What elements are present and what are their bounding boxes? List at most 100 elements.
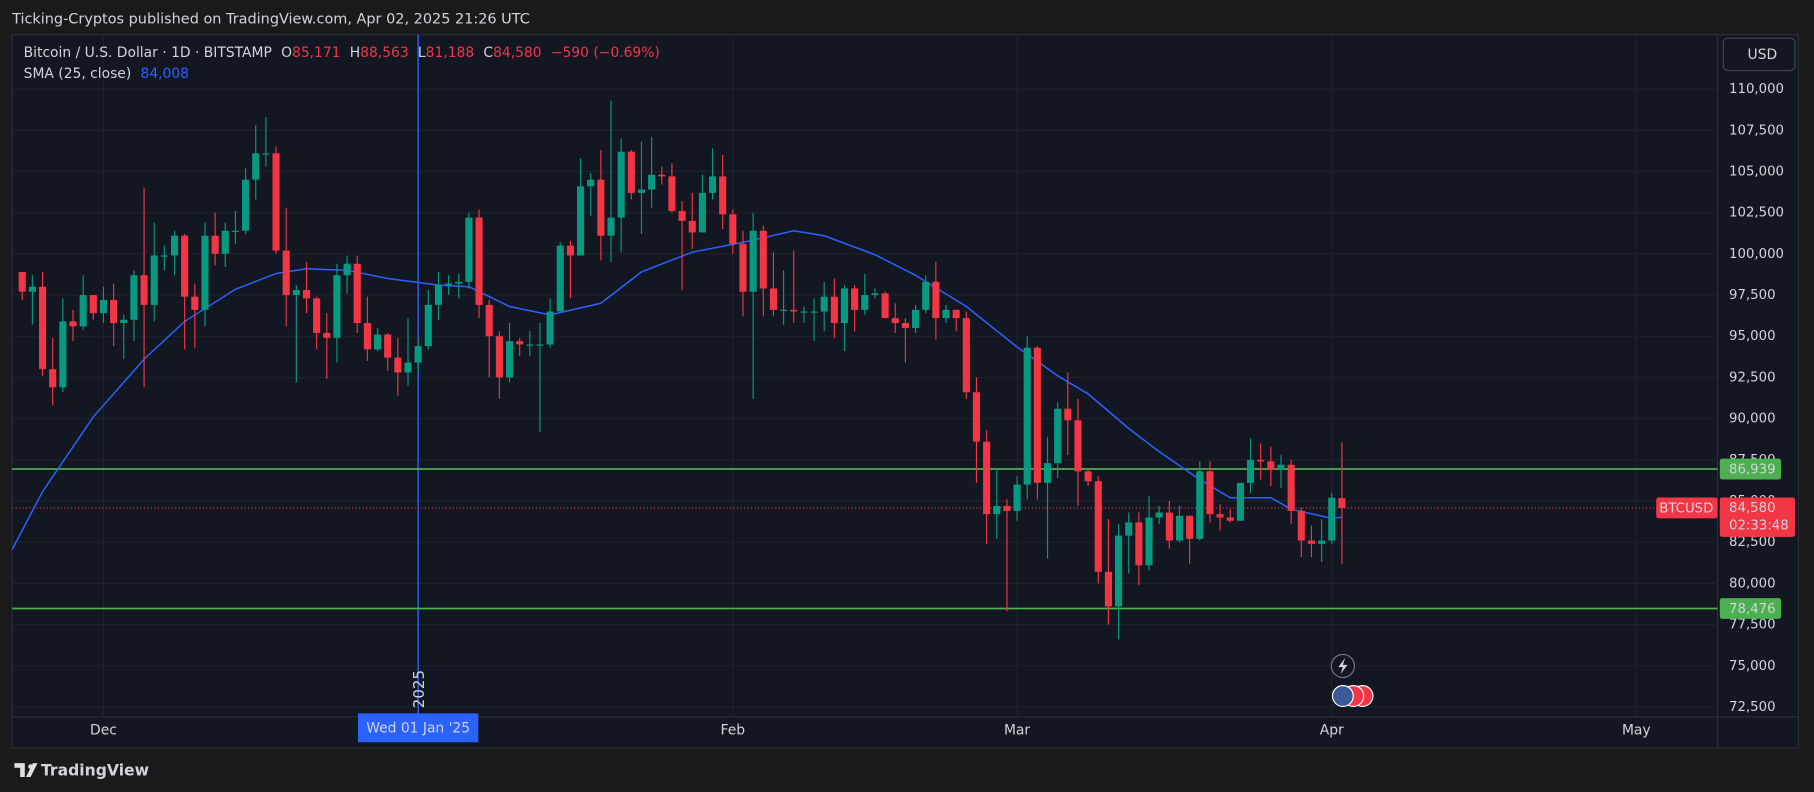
y-tick-label: 80,000 xyxy=(1729,576,1775,591)
legend-key: H xyxy=(350,45,360,61)
candle-body xyxy=(130,275,138,320)
candle-body xyxy=(394,357,402,373)
candle-body xyxy=(49,369,57,388)
candle-body xyxy=(566,245,574,256)
symbol-box xyxy=(1656,497,1718,519)
candle-body xyxy=(830,296,838,324)
legend-key: L xyxy=(418,45,426,61)
candle-body xyxy=(1145,517,1153,566)
candle-body xyxy=(1175,515,1184,541)
candle-body xyxy=(820,296,828,312)
candle-body xyxy=(942,309,950,319)
candle-body xyxy=(242,179,250,231)
candle-body xyxy=(1338,498,1346,508)
candle-body xyxy=(1135,522,1143,566)
candle-body xyxy=(637,189,646,193)
candle-body xyxy=(881,293,889,319)
candle-body xyxy=(1318,540,1326,544)
level-badge-box xyxy=(1719,458,1782,480)
candle-body xyxy=(1287,464,1295,511)
candle-body xyxy=(211,235,219,254)
candle-body xyxy=(1165,512,1173,541)
candle-body xyxy=(1003,505,1011,511)
candle-body xyxy=(861,295,869,310)
legend-value: 85,171 xyxy=(292,45,341,61)
candle-body xyxy=(343,263,351,276)
candle-body xyxy=(1013,484,1021,511)
candle-body xyxy=(424,304,432,347)
candle-body xyxy=(140,275,148,305)
last-price-label: 84,580 xyxy=(1729,501,1775,516)
candle-body xyxy=(708,176,717,193)
candle-body xyxy=(292,290,300,296)
candle-body xyxy=(272,153,280,251)
level-badge: 78,476 xyxy=(1729,602,1775,617)
candle-body xyxy=(485,304,493,337)
legend-key: C xyxy=(483,45,493,61)
symbol-label: BTCUSD xyxy=(1659,501,1713,516)
candle-body xyxy=(759,230,767,289)
candle-body xyxy=(556,245,564,312)
candle-body xyxy=(89,295,97,314)
candle-body xyxy=(546,311,554,345)
candle-body xyxy=(698,192,706,233)
candle-body xyxy=(962,318,970,393)
candle-body xyxy=(110,299,118,324)
header: Ticking-Cryptos published on TradingView… xyxy=(11,12,530,28)
candle-body xyxy=(1125,522,1133,536)
candle-body xyxy=(495,336,503,378)
candle-body xyxy=(729,214,737,244)
candle-body xyxy=(1236,482,1244,521)
candle-body xyxy=(983,441,991,515)
candle-body xyxy=(678,210,686,221)
candle-body xyxy=(160,255,168,257)
candle-body xyxy=(181,235,189,297)
candle-body xyxy=(516,341,524,345)
legend-key: O xyxy=(281,45,292,61)
y-tick-label: 95,000 xyxy=(1729,329,1775,344)
candle-body xyxy=(1074,420,1082,472)
candle-body xyxy=(536,344,544,346)
candle-body xyxy=(302,290,311,299)
candle-body xyxy=(1226,517,1234,521)
candle-body xyxy=(587,179,595,187)
footer-logo xyxy=(14,763,38,777)
candle-body xyxy=(18,271,26,292)
y-tick-label: 102,500 xyxy=(1729,206,1784,221)
candle-body xyxy=(384,334,392,358)
candle-body xyxy=(1328,497,1336,541)
x-tick-label: Mar xyxy=(1004,723,1030,739)
candle-body xyxy=(414,346,422,363)
legend-value: 88,563 xyxy=(360,45,409,61)
candle-body xyxy=(617,151,625,218)
level-badge-box xyxy=(1719,598,1782,619)
last-price-box xyxy=(1719,497,1795,537)
currency-button[interactable] xyxy=(1722,37,1796,72)
candle-body xyxy=(658,174,666,177)
candle-body xyxy=(455,281,463,284)
currency-label[interactable]: USD xyxy=(1748,47,1778,63)
y-tick-label: 92,500 xyxy=(1729,370,1775,385)
candle-body xyxy=(1307,540,1316,544)
candle-body xyxy=(434,285,443,305)
candle-body xyxy=(191,296,199,310)
candle-body xyxy=(201,235,209,310)
candle-body xyxy=(1277,464,1285,470)
indicator-value: 84,008 xyxy=(141,66,190,82)
candle-body xyxy=(912,309,920,328)
candle-body xyxy=(871,293,879,296)
candle-body xyxy=(1033,347,1041,483)
candle-body xyxy=(1267,461,1275,470)
candle-body xyxy=(810,311,818,313)
grid xyxy=(12,34,1718,717)
candle-body xyxy=(1206,471,1214,515)
candle-body xyxy=(99,299,108,314)
candle-body xyxy=(445,283,453,286)
y-tick-label: 105,000 xyxy=(1729,164,1784,179)
chart-panel xyxy=(11,34,1800,749)
candle-body xyxy=(1186,515,1194,539)
y-tick-label: 90,000 xyxy=(1729,412,1775,427)
candle-body xyxy=(1054,408,1062,464)
flag-icon[interactable] xyxy=(1331,685,1354,708)
